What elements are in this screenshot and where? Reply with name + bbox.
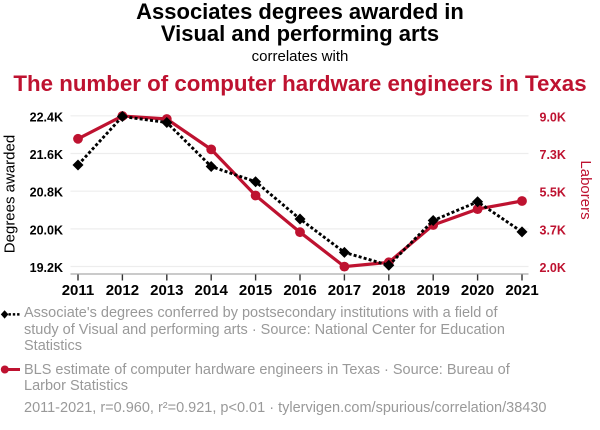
svg-text:19.2K: 19.2K	[30, 261, 63, 275]
svg-text:2013: 2013	[150, 282, 183, 299]
svg-text:2019: 2019	[417, 282, 450, 299]
svg-text:2012: 2012	[106, 282, 139, 299]
svg-text:20.0K: 20.0K	[30, 223, 63, 237]
svg-text:2018: 2018	[372, 282, 405, 299]
svg-text:Laborers: Laborers	[577, 160, 594, 219]
svg-text:2011: 2011	[62, 282, 95, 299]
svg-text:2015: 2015	[239, 282, 272, 299]
svg-text:21.6K: 21.6K	[30, 148, 63, 162]
svg-text:Degrees awarded: Degrees awarded	[2, 135, 19, 253]
svg-text:2016: 2016	[283, 282, 316, 299]
svg-text:2021: 2021	[505, 282, 538, 299]
svg-text:2014: 2014	[195, 282, 229, 299]
svg-text:20.8K: 20.8K	[30, 186, 63, 200]
svg-text:7.3K: 7.3K	[540, 148, 566, 162]
svg-text:5.5K: 5.5K	[540, 186, 566, 200]
svg-text:2017: 2017	[328, 282, 361, 299]
svg-text:3.7K: 3.7K	[540, 223, 566, 237]
svg-text:22.4K: 22.4K	[30, 110, 63, 124]
svg-text:2.0K: 2.0K	[540, 261, 566, 275]
svg-text:2020: 2020	[461, 282, 494, 299]
svg-text:9.0K: 9.0K	[540, 110, 566, 124]
